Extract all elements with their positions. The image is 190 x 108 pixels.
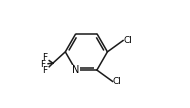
Text: Cl: Cl (113, 77, 122, 86)
Text: F: F (43, 66, 48, 75)
Text: F: F (40, 60, 46, 69)
Text: Cl: Cl (123, 36, 132, 45)
Text: F: F (43, 53, 48, 63)
Text: N: N (72, 65, 80, 75)
